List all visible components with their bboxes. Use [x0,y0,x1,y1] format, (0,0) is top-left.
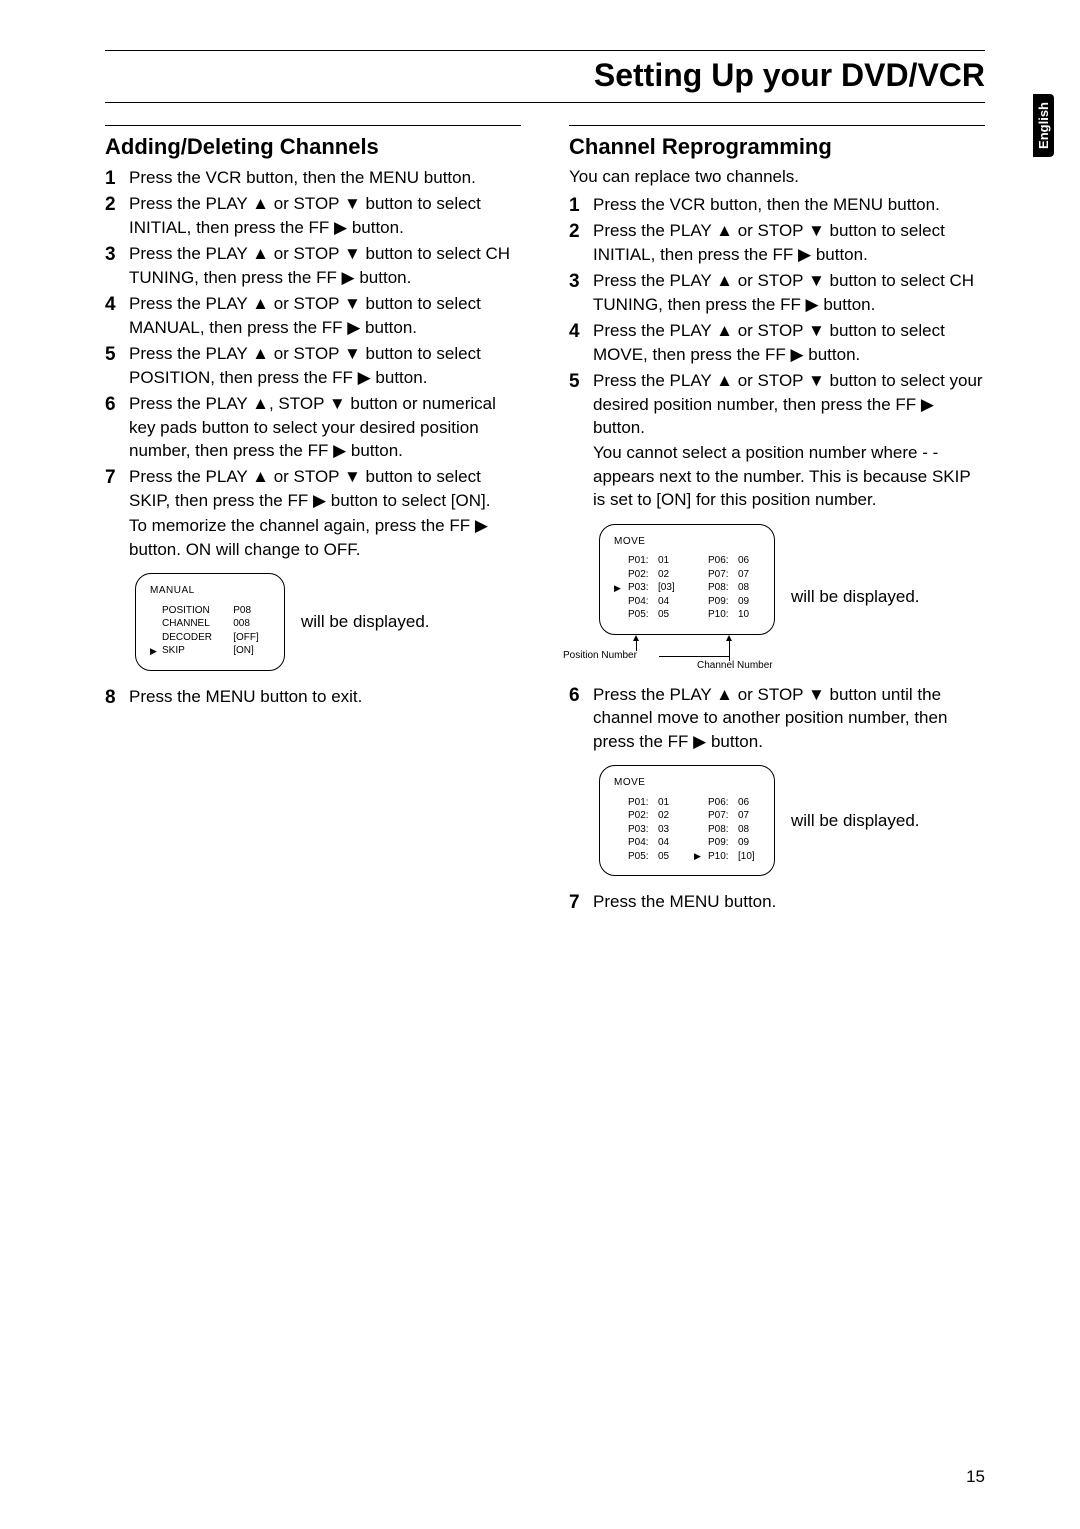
step: Press the VCR button, then the MENU butt… [105,166,521,189]
step: Press the PLAY ▲ or STOP ▼ button to sel… [105,192,521,239]
step: Press the PLAY ▲, STOP ▼ button or numer… [105,392,521,462]
osd-title: MANUAL [150,584,270,598]
osd-manual: MANUAL POSITION P08 CHANNEL 008 DECODER [OFF]… [135,573,285,671]
language-tab: English [1033,94,1054,157]
page-title-bar: Setting Up your DVD/VCR [105,50,985,103]
osd-move-row: P05:05 [614,850,680,864]
step: Press the PLAY ▲ or STOP ▼ button to sel… [105,342,521,389]
step: Press the MENU button. [569,890,985,913]
section-rule [569,125,985,126]
annotation-line [729,639,730,661]
step-subtext: To memorize the channel again, press the… [129,514,521,561]
step: Press the PLAY ▲ or STOP ▼ button until … [569,683,985,876]
section-rule [105,125,521,126]
osd-move-row: P09:09 [694,836,760,850]
osd-row-label: CHANNEL [150,617,223,631]
osd-row-value: [ON] [233,644,270,658]
osd-move-row: P07:07 [694,809,760,823]
section-intro: You can replace two channels. [569,166,985,189]
osd-row-label: ▶SKIP [150,644,223,658]
osd-move-row: P08:08 [694,581,760,595]
osd-caption: will be displayed. [791,809,920,832]
step-text: Press the PLAY ▲ or STOP ▼ button to sel… [129,467,490,509]
step: Press the PLAY ▲ or STOP ▼ button to sel… [569,319,985,366]
osd-move-row: P01:01 [614,554,680,568]
step-text: Press the PLAY ▲ or STOP ▼ button to sel… [593,371,983,437]
column-left: Adding/Deleting Channels Press the VCR b… [105,125,521,917]
osd-move-2: MOVE P01:01P02:02P03:03P04:04P05:05 P06:… [599,765,775,876]
step-text: Press the PLAY ▲ or STOP ▼ button until … [593,685,947,751]
osd-move-row: P04:04 [614,836,680,850]
step: Press the VCR button, then the MENU butt… [569,193,985,216]
osd-move-row: P01:01 [614,796,680,810]
step: Press the MENU button to exit. [105,685,521,708]
osd-move-row: ▶P10:[10] [694,850,760,864]
step: Press the PLAY ▲ or STOP ▼ button to sel… [105,292,521,339]
annotation-position-number: Position Number [563,649,637,663]
osd-move-row: P10:10 [694,608,760,622]
osd-row-label: DECODER [150,631,223,645]
osd-move-row: P06:06 [694,796,760,810]
osd-move-row: P08:08 [694,823,760,837]
step: Press the PLAY ▲ or STOP ▼ button to sel… [569,369,985,669]
osd-move-row: P06:06 [694,554,760,568]
steps-reprog: Press the VCR button, then the MENU butt… [569,193,985,914]
step: Press the PLAY ▲ or STOP ▼ button to sel… [569,219,985,266]
step: Press the PLAY ▲ or STOP ▼ button to sel… [569,269,985,316]
osd-row-value: [OFF] [233,631,270,645]
osd-title: MOVE [614,776,760,790]
osd-move-row: ▶P03:[03] [614,581,680,595]
osd-move-row: P02:02 [614,809,680,823]
osd-row-label: POSITION [150,604,223,618]
steps-adding: Press the VCR button, then the MENU butt… [105,166,521,708]
osd-move-row: P09:09 [694,595,760,609]
osd-move-row: P02:02 [614,568,680,582]
osd-move-row: P03:03 [614,823,680,837]
osd-move-1: MOVE P01:01P02:02▶P03:[03]P04:04P05:05 P… [599,524,775,635]
column-right: Channel Reprogramming You can replace tw… [569,125,985,917]
step: Press the PLAY ▲ or STOP ▼ button to sel… [105,465,521,670]
osd-move-row: P07:07 [694,568,760,582]
page-number: 15 [966,1467,985,1487]
osd-title: MOVE [614,535,760,549]
osd-caption: will be displayed. [301,610,430,633]
osd-move-row: P05:05 [614,608,680,622]
step-subtext: You cannot select a position number wher… [593,441,985,511]
osd-row-value: P08 [233,604,270,618]
osd-row-value: 008 [233,617,270,631]
osd-move-row: P04:04 [614,595,680,609]
section-title-reprog: Channel Reprogramming [569,134,985,160]
osd-caption: will be displayed. [791,585,920,608]
step: Press the PLAY ▲ or STOP ▼ button to sel… [105,242,521,289]
annotation-line [659,656,729,657]
page-title: Setting Up your DVD/VCR [594,57,985,93]
section-title-adding: Adding/Deleting Channels [105,134,521,160]
annotation-channel-number: Channel Number [697,659,773,673]
